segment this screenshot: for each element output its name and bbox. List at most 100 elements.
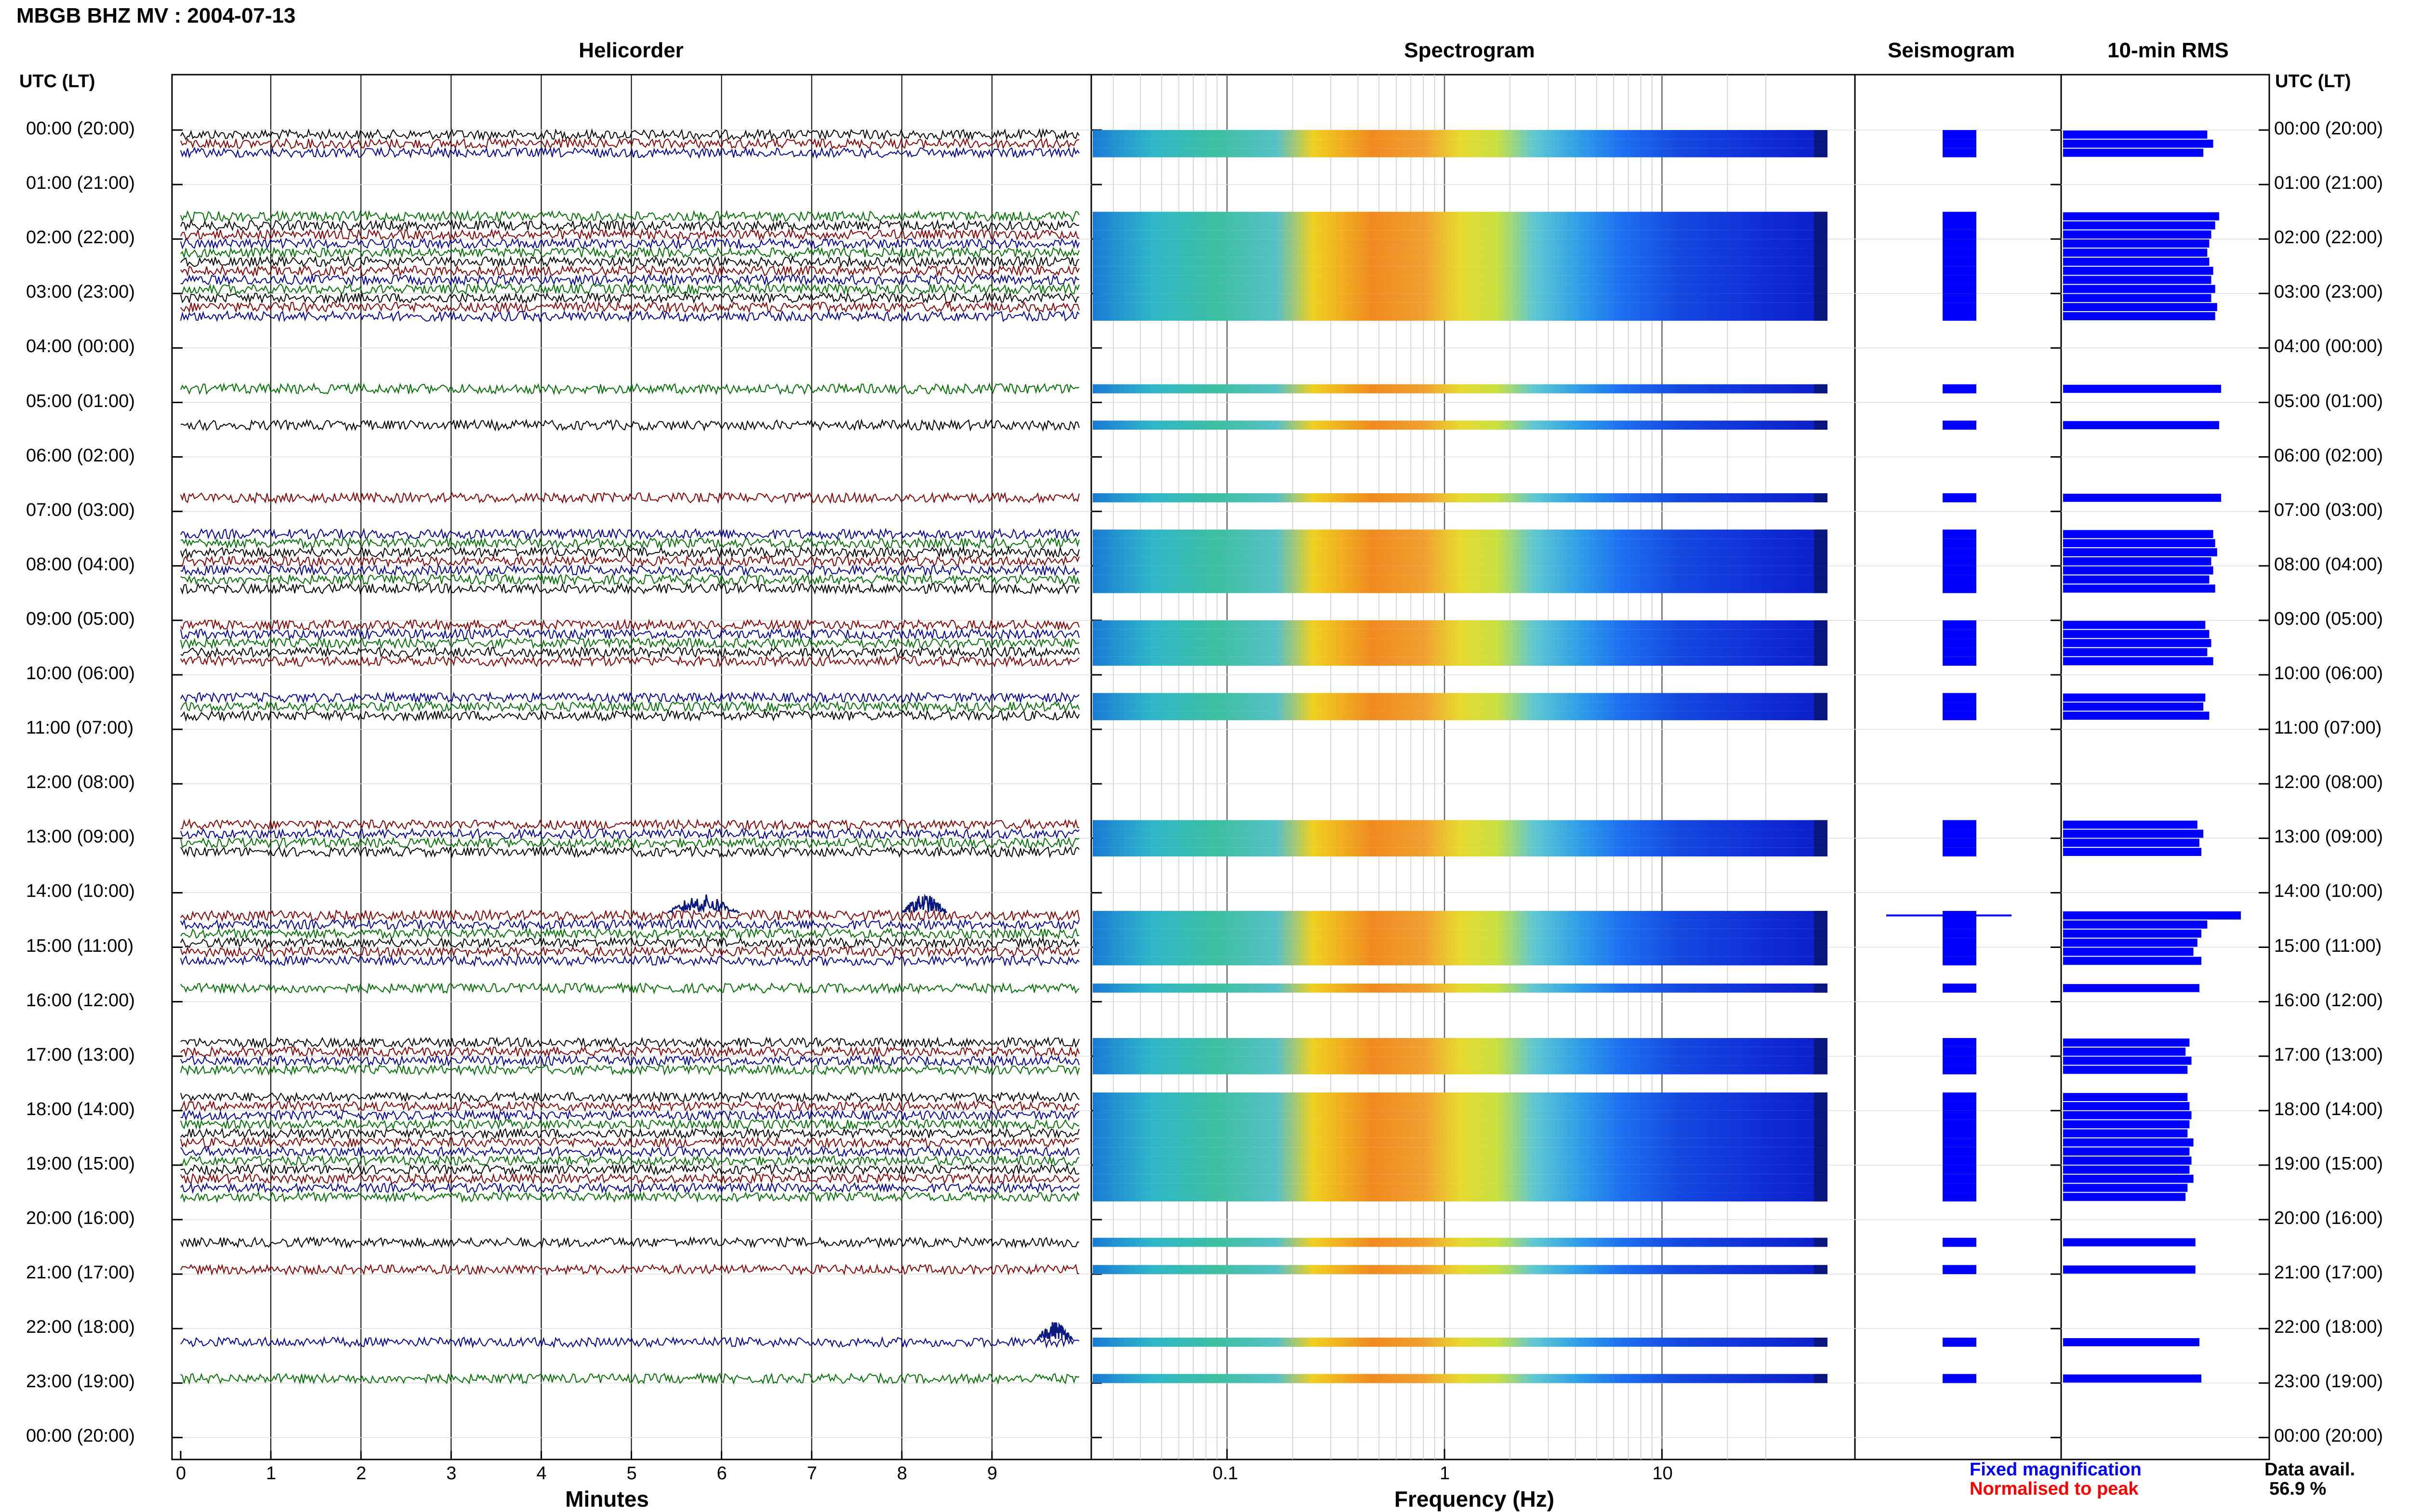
spectrogram-edge [1814,293,1827,303]
spectrogram-edge [1814,829,1827,839]
helicorder-trace [180,564,1080,577]
spectrogram-edge [1814,1101,1827,1111]
seismogram-strip [1943,1265,1976,1275]
spectrogram-row [1093,983,1827,993]
seismogram-strip [1943,139,1976,148]
spectrogram-edge [1814,421,1827,430]
helicorder-trace [180,936,1080,949]
time-label-right: 13:00 (09:00) [2274,827,2383,847]
spectrogram-edge [1814,529,1827,539]
spectrogram-row [1093,829,1827,839]
rms-bar [2063,820,2197,829]
rms-bar [2063,384,2221,393]
helicorder-trace [180,700,1080,713]
spectrogram-row [1093,239,1827,249]
seismogram-strip [1943,829,1976,839]
rms-bar [2063,947,2194,956]
helicorder-trace [180,1182,1080,1195]
spectrogram-row [1093,1374,1827,1383]
helicorder-trace [180,382,1080,395]
rms-bar [2063,548,2217,556]
rms-bar [2063,285,2215,293]
seismogram-strip [1943,1092,1976,1102]
rms-title: 10-min RMS [2107,39,2229,62]
time-label-left: 05:00 (01:00) [26,391,135,411]
time-label-left: 19:00 (15:00) [26,1153,135,1174]
helicorder-trace [180,827,1080,841]
spectrogram-xtick: 0.1 [1212,1463,1238,1484]
spectrogram-edge [1814,384,1827,394]
spectrogram-row [1093,838,1827,848]
time-label-left: 18:00 (14:00) [26,1099,135,1119]
spectrogram-row [1093,1119,1827,1129]
time-label-left: 04:00 (00:00) [26,336,135,357]
helicorder-trace [180,1036,1080,1049]
spectrogram-edge [1814,1183,1827,1193]
spectrogram-edge [1814,657,1827,666]
spectrogram-row [1093,1138,1827,1147]
seismogram-strip [1943,647,1976,657]
spectrogram-rows [1093,130,1827,1383]
rms-bar [2063,839,2199,847]
seismogram-strip [1943,1138,1976,1147]
rms-bar [2063,1157,2192,1165]
helicorder-xtick: 3 [446,1463,457,1484]
spectrogram-row [1093,248,1827,257]
seismogram-strip [1943,421,1976,430]
helicorder-trace [180,645,1080,659]
helicorder-trace [180,1136,1080,1149]
spectrogram-row [1093,556,1827,566]
seismogram-strip [1943,938,1976,947]
rms-bar [2063,630,2210,638]
time-label-right: 23:00 (19:00) [2274,1371,2383,1392]
helicorder-trace [180,1172,1080,1185]
time-label-right: 19:00 (15:00) [2274,1153,2383,1174]
rms-bar [2063,657,2213,666]
spectrogram-edge [1814,1056,1827,1065]
spectrogram-edge [1814,983,1827,993]
seismogram-strip [1943,548,1976,557]
spectrogram-edge [1814,148,1827,158]
helicorder-trace [180,537,1080,550]
spectrogram-row [1093,493,1827,502]
time-label-left: 13:00 (09:00) [26,827,135,847]
spectrogram-edge [1814,556,1827,566]
helicorder-xtick: 6 [716,1463,727,1484]
rms-bar [2063,1147,2190,1156]
helicorder-trace [180,655,1080,668]
rms-bar [2063,494,2221,502]
helicorder-trace [180,291,1080,304]
helicorder-trace [180,982,1080,995]
helicorder-trace [180,1372,1080,1385]
spectrogram-row [1093,275,1827,285]
utc-header-right: UTC (LT) [2275,71,2351,92]
seismogram-strip [1943,929,1976,938]
helicorder-trace [180,918,1080,931]
spectrogram-row [1093,647,1827,657]
helicorder-trace [180,954,1080,967]
seismogram-title: Seismogram [1887,39,2015,62]
helicorder-trace [180,1154,1080,1167]
seismogram-strip [1943,1065,1976,1075]
spectrogram-edge [1814,693,1827,702]
spectrogram-edge [1814,221,1827,230]
seismogram-strip [1943,565,1976,575]
seismogram-strip [1943,275,1976,285]
helicorder-event [667,894,740,914]
spectrogram-edge [1814,302,1827,312]
time-label-right: 18:00 (14:00) [2274,1099,2383,1119]
spectrogram-row [1093,139,1827,148]
spectrogram-row [1093,956,1827,966]
spectrogram-row [1093,584,1827,593]
spectrogram-title: Spectrogram [1404,39,1535,62]
helicorder-trace [180,908,1080,922]
spectrogram-edge [1814,493,1827,502]
seismogram-strip [1943,638,1976,648]
spectrogram-row [1093,693,1827,702]
time-label-right: 02:00 (22:00) [2274,227,2383,248]
spectrogram-row [1093,947,1827,957]
helicorder-trace [180,1091,1080,1104]
seismogram-strip [1943,130,1976,139]
spectrogram-xtick: 10 [1652,1463,1673,1484]
seismogram-rows [1886,130,2012,1383]
